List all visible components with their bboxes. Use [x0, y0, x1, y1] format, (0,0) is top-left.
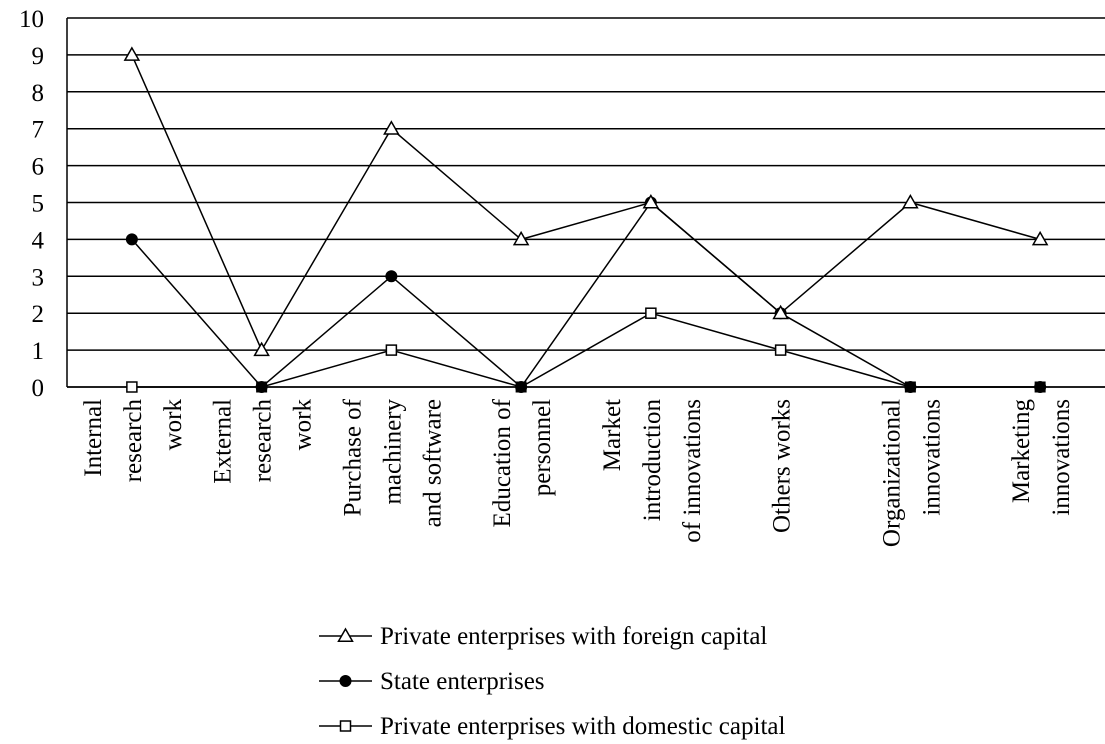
- x-category-label-line: work: [160, 399, 187, 451]
- y-tick-label: 2: [32, 301, 45, 328]
- legend-marker: [337, 627, 354, 642]
- y-tick-label: 8: [32, 80, 45, 107]
- x-category-label: Market introduction of innovations: [599, 399, 706, 543]
- x-category-label: Others works: [769, 399, 796, 533]
- data-point: [1031, 230, 1049, 246]
- y-tick-label: 4: [32, 227, 45, 254]
- x-category-label-line: Purchase of: [339, 398, 366, 516]
- legend-label: Private enterprises with foreign capital: [380, 623, 767, 650]
- x-category-label: Marketing innovations: [1008, 399, 1075, 516]
- data-point: [123, 46, 141, 61]
- series-line: [131, 54, 1041, 352]
- y-tick-label: 0: [32, 375, 45, 402]
- data-point: [772, 304, 789, 320]
- data-point: [125, 233, 138, 246]
- x-category-label-line: Internal: [80, 399, 107, 477]
- series-markers: [123, 46, 1049, 393]
- x-category-label-line: Others works: [769, 399, 796, 533]
- data-point: [1034, 381, 1047, 393]
- series-line: [131, 312, 1041, 388]
- x-category-label: Education of personnel: [489, 398, 556, 527]
- x-category-label-line: Organizational: [878, 399, 905, 547]
- data-point: [645, 307, 657, 319]
- x-category-label-line: External: [210, 399, 237, 484]
- x-category-label-line: work: [290, 399, 317, 451]
- legend-marker: [339, 675, 352, 687]
- x-category-label: Organizational innovations: [878, 399, 945, 547]
- x-category-label-line: machinery: [379, 399, 406, 505]
- y-tick-label: 3: [32, 264, 45, 291]
- x-category-label: Purchase of machinery and software: [339, 398, 446, 527]
- data-point: [385, 344, 398, 356]
- x-category-label-line: innovations: [918, 399, 945, 516]
- x-category-label-line: research: [250, 399, 277, 483]
- data-point: [383, 120, 400, 135]
- x-axis-category-labels: Internal research work External research work…: [80, 398, 1075, 547]
- gridlines: [67, 17, 1105, 388]
- x-category-label: External research work: [210, 399, 317, 484]
- legend-label: State enterprises: [380, 668, 545, 695]
- x-category-label-line: personnel: [529, 399, 556, 496]
- legend-label: Private enterprises with domestic capita…: [380, 713, 785, 740]
- x-category-label: Internal research work: [80, 399, 187, 483]
- data-point: [774, 344, 787, 356]
- legend-item: Private enterprises with foreign capital: [319, 623, 767, 650]
- x-category-label-line: and software: [419, 399, 446, 527]
- y-tick-label: 1: [32, 338, 45, 365]
- x-category-label-line: research: [120, 399, 147, 483]
- legend-item: Private enterprises with domestic capita…: [319, 713, 785, 740]
- data-point: [126, 381, 138, 393]
- legend-marker: [339, 720, 352, 732]
- data-point: [385, 270, 398, 283]
- data-point: [253, 341, 270, 357]
- x-category-label-line: innovations: [1048, 399, 1075, 516]
- data-point: [512, 230, 530, 246]
- x-category-label-line: Education of: [489, 398, 516, 527]
- x-category-label-line: Marketing: [1008, 399, 1035, 504]
- y-tick-label: 9: [32, 43, 45, 70]
- x-category-label-line: of innovations: [679, 399, 706, 543]
- y-axis-tick-labels: 0 1 2 3 4 5 6 7 8 9 10: [19, 6, 45, 402]
- legend: Private enterprises with foreign capital…: [319, 623, 785, 740]
- legend-item: State enterprises: [319, 668, 545, 695]
- series-lines: [131, 54, 1041, 389]
- data-point: [904, 381, 917, 393]
- data-point: [515, 381, 528, 393]
- y-tick-label: 6: [32, 154, 45, 181]
- y-tick-label: 10: [19, 6, 44, 33]
- series-line: [131, 201, 1041, 389]
- y-tick-label: 7: [32, 117, 45, 144]
- data-point: [642, 193, 660, 209]
- data-point: [255, 381, 268, 393]
- x-category-label-line: Market: [599, 399, 626, 471]
- x-category-label-line: introduction: [639, 399, 666, 522]
- y-tick-label: 5: [32, 191, 45, 218]
- data-point: [902, 193, 919, 209]
